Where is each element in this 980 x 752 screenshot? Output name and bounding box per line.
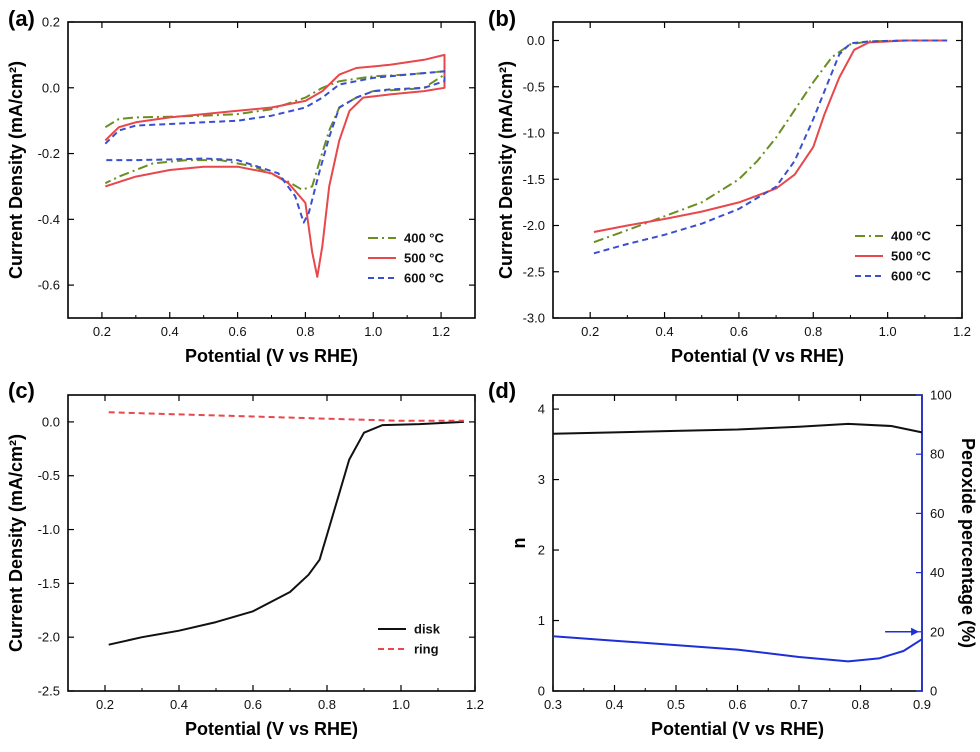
y-axis-title: Current Density (mA/cm²): [496, 61, 516, 279]
series-line-500C: [104, 53, 446, 278]
legend-label: 400 °C: [891, 229, 932, 244]
x-tick-label: 0.7: [790, 697, 808, 712]
series-line-600C: [593, 39, 948, 255]
legend-label: disk: [414, 622, 441, 637]
legend-label: 600 °C: [404, 271, 445, 286]
y-axis-title: Current Density (mA/cm²): [6, 61, 26, 279]
x-tick-label: 0.8: [296, 324, 314, 339]
y-tick-label: -0.5: [523, 79, 545, 94]
panel-b: 0.2 0.4 0.6 0.8 1.0 1.2 0.0 -0.5 -1.0 -1.5 -2.0 -2.…: [488, 6, 971, 366]
x-tick-label: 1.2: [953, 324, 971, 339]
y-tick-label: 4: [538, 402, 545, 417]
y-tick-label: 1: [538, 613, 545, 628]
y-tick-label: -1.0: [38, 522, 60, 537]
x-tick-label: 1.2: [466, 697, 484, 712]
legend-label: 500 °C: [404, 251, 445, 266]
series-line-500C: [593, 39, 948, 233]
y-tick-label: 0.0: [42, 80, 60, 95]
x-tick-label: 1.0: [392, 697, 410, 712]
y-tick-label: 2: [538, 543, 545, 558]
y-tick-label: 0.0: [42, 414, 60, 429]
y-tick-label: -2.5: [523, 264, 545, 279]
legend: 400 °C 500 °C 600 °C: [855, 229, 932, 284]
series-line-600C: [104, 70, 446, 224]
y-right-tick-label: 100: [930, 388, 952, 403]
y-tick-label: -2.0: [523, 218, 545, 233]
y-tick-label: -0.4: [38, 212, 60, 227]
series-line-disk: [108, 420, 464, 646]
series-line-1: [552, 635, 923, 663]
y-right-tick-label: 40: [930, 565, 944, 580]
x-axis-title: Potential (V vs RHE): [651, 719, 824, 739]
panel-label: (a): [8, 6, 35, 31]
y-right-tick-label: 60: [930, 506, 944, 521]
y-tick-label: 0.2: [42, 15, 60, 30]
y-tick-label: -0.2: [38, 146, 60, 161]
x-tick-label: 1.0: [364, 324, 382, 339]
y-axis-title: Current Density (mA/cm²): [6, 434, 26, 652]
y-right-tick-label: 80: [930, 447, 944, 462]
panel-label: (c): [8, 378, 35, 403]
x-tick-label: 0.3: [544, 697, 562, 712]
y-tick-label: -2.5: [38, 684, 60, 699]
x-tick-label: 0.6: [728, 697, 746, 712]
series-line-400C: [593, 39, 948, 244]
y-tick-label: -1.0: [523, 126, 545, 141]
panel-c: 0.2 0.4 0.6 0.8 1.0 1.2 0.0 -0.5 -1.0 -1.5 -2.0 -2.…: [6, 378, 484, 739]
x-axis-title: Potential (V vs RHE): [185, 719, 358, 739]
y-right-axis-title: Peroxide percentage (%): [958, 438, 978, 648]
x-tick-label: 0.5: [667, 697, 685, 712]
x-tick-label: 0.2: [93, 324, 111, 339]
x-tick-label: 0.8: [851, 697, 869, 712]
series-line-ring: [108, 411, 464, 422]
y-tick-label: 0.0: [527, 33, 545, 48]
x-tick-label: 0.6: [244, 697, 262, 712]
x-tick-label: 0.8: [804, 324, 822, 339]
plot-frame: [552, 394, 923, 692]
x-tick-label: 0.9: [913, 697, 931, 712]
arrow-head-icon: [911, 627, 920, 636]
x-tick-label: 0.4: [605, 697, 623, 712]
legend-label: 600 °C: [891, 269, 932, 284]
y-tick-label: -1.5: [523, 172, 545, 187]
y-tick-label: -0.6: [38, 278, 60, 293]
panel-a: 0.2 0.4 0.6 0.8 1.0 1.2 0.2 0.0 -0.2 -0.4 -0.6 Pote…: [6, 6, 476, 366]
x-tick-label: 0.2: [581, 324, 599, 339]
y-tick-label: 3: [538, 472, 545, 487]
panel-label: (b): [488, 6, 516, 31]
x-tick-label: 0.4: [656, 324, 674, 339]
x-tick-label: 0.6: [730, 324, 748, 339]
y-right-tick-label: 0: [930, 684, 937, 699]
x-tick-label: 0.8: [318, 697, 336, 712]
y-tick-label: -0.5: [38, 468, 60, 483]
x-tick-label: 0.6: [229, 324, 247, 339]
x-tick-label: 0.2: [96, 697, 114, 712]
panel-label: (d): [488, 378, 516, 403]
y-right-tick-label: 20: [930, 624, 944, 639]
legend-label: ring: [414, 642, 439, 657]
legend-label: 400 °C: [404, 231, 445, 246]
panel-d: 0.3 0.4 0.5 0.6 0.7 0.8 0.901234020406080100Po…: [488, 378, 978, 739]
x-axis-title: Potential (V vs RHE): [185, 346, 358, 366]
y-tick-label: -1.5: [38, 576, 60, 591]
legend: disk ring: [378, 622, 441, 657]
series-line-0: [552, 422, 923, 435]
x-tick-label: 0.4: [161, 324, 179, 339]
y-axis-title: n: [509, 538, 529, 549]
y-tick-label: 0: [538, 684, 545, 699]
y-tick-label: -3.0: [523, 311, 545, 326]
plot-frame: [552, 21, 963, 319]
legend-label: 500 °C: [891, 249, 932, 264]
x-axis-title: Potential (V vs RHE): [671, 346, 844, 366]
x-tick-label: 0.4: [170, 697, 188, 712]
x-tick-label: 1.0: [879, 324, 897, 339]
y-tick-label: -2.0: [38, 630, 60, 645]
x-tick-label: 1.2: [432, 324, 450, 339]
plot-frame: [67, 394, 476, 692]
legend: 400 °C 500 °C 600 °C: [368, 231, 445, 286]
